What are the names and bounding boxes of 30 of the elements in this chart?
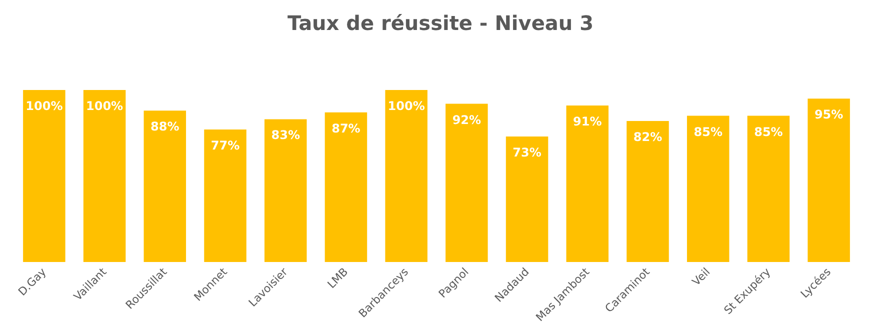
data-label: 100% (86, 99, 124, 113)
data-label: 83% (271, 128, 300, 142)
bar (686, 116, 730, 262)
bar (144, 110, 186, 262)
data-label: 87% (332, 121, 360, 136)
bar (83, 90, 126, 262)
bar (747, 116, 790, 262)
data-label: 77% (210, 138, 240, 153)
bar (23, 90, 66, 262)
data-label: 82% (633, 130, 662, 144)
chart-title: Taux de réussite - Niveau 3 (288, 11, 594, 35)
data-label: 73% (512, 145, 542, 160)
bar (808, 98, 850, 262)
data-label: 85% (754, 124, 783, 139)
data-label: 100% (26, 99, 63, 113)
data-label: 100% (388, 99, 425, 113)
data-label: 92% (452, 112, 482, 127)
data-label: 85% (694, 124, 722, 139)
bar (385, 90, 428, 262)
bar (446, 104, 488, 262)
bar (626, 120, 669, 262)
data-label: 95% (814, 108, 844, 122)
bar (264, 119, 307, 262)
bar (566, 105, 609, 262)
data-label: 88% (150, 120, 180, 134)
bar (204, 130, 246, 262)
data-label: 91% (573, 114, 602, 128)
bar (506, 136, 548, 262)
bar (324, 112, 368, 262)
x-tick-label: Veil (690, 265, 713, 288)
